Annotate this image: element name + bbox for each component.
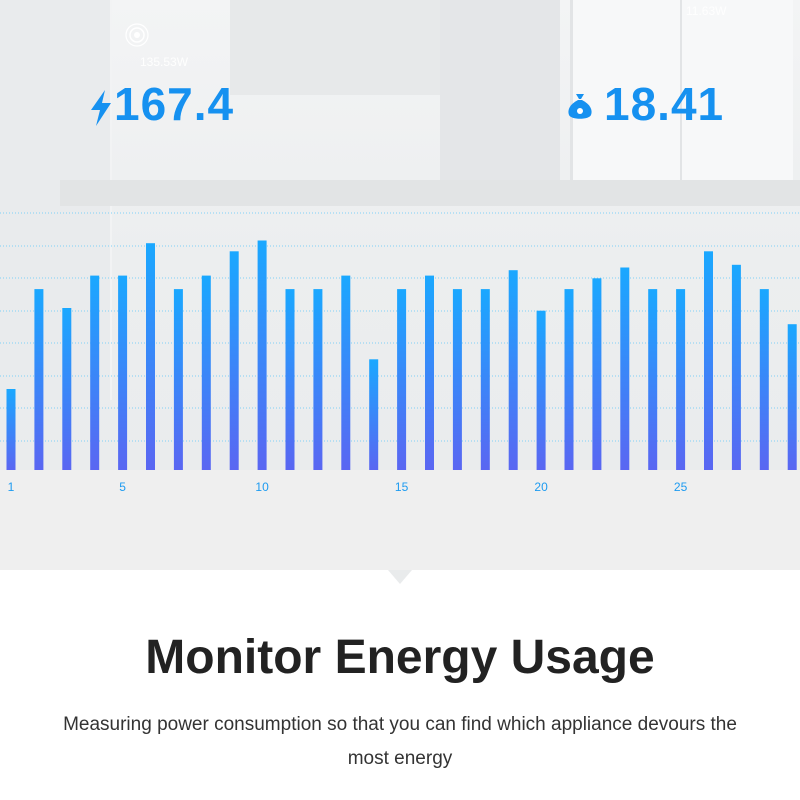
chart-bar	[229, 251, 239, 470]
chart-bar	[173, 289, 183, 470]
chart-bar	[6, 389, 16, 470]
x-tick-label: 10	[255, 480, 269, 494]
usage-bar-chart: 1 5 10 15 20 25	[0, 212, 800, 494]
chart-bar	[676, 289, 686, 470]
cost-value: 18.41	[604, 78, 725, 130]
chart-bar	[62, 308, 72, 470]
chart-bar	[397, 289, 407, 470]
x-tick-label: 15	[395, 480, 409, 494]
x-tick-label: 1	[8, 480, 15, 494]
chart-bar	[257, 240, 267, 470]
chart-bar	[704, 251, 713, 470]
chart-bar	[201, 275, 211, 470]
chart-bar	[648, 289, 658, 470]
chart-bar	[508, 270, 518, 470]
chart-bar	[90, 275, 100, 470]
lightning-bolt-icon	[91, 90, 111, 126]
chart-bar	[341, 275, 351, 470]
chart-bar	[620, 267, 630, 470]
chart-bar	[731, 264, 741, 470]
signal-icon	[125, 23, 149, 47]
x-tick-label: 25	[674, 480, 688, 494]
chart-bar	[118, 275, 128, 470]
chart-bar	[369, 359, 379, 470]
chart-bar	[592, 278, 602, 470]
chart-bar	[425, 275, 434, 470]
money-bag-icon	[568, 94, 592, 119]
chart-bar	[313, 289, 323, 470]
divider-notch	[388, 570, 412, 584]
power-value: 167.4	[114, 78, 235, 130]
chart-bar	[536, 310, 546, 470]
overlay-reading: 135.53W	[140, 55, 189, 69]
background-window-frame	[680, 0, 682, 185]
feature-title: Monitor Energy Usage	[145, 631, 655, 684]
chart-bar	[146, 243, 155, 470]
chart-bar	[759, 289, 769, 470]
background-floor	[0, 470, 800, 570]
chart-bar	[787, 324, 797, 470]
feature-description: Measuring power consumption so that you …	[63, 714, 737, 769]
background-cabinet	[440, 0, 560, 200]
chart-bar	[452, 289, 462, 470]
hero-panel: 135.53W 11.63W 167.4 18.41 1 5 10 15 20 25	[0, 0, 800, 570]
chart-bar	[285, 289, 295, 470]
chart-bar	[34, 289, 44, 470]
chart-bar	[564, 289, 574, 470]
x-tick-label: 5	[119, 480, 126, 494]
x-tick-label: 20	[534, 480, 548, 494]
chart-bar	[480, 289, 490, 470]
overlay-reading: 11.63W	[686, 4, 727, 18]
background-counter	[60, 180, 800, 206]
background-cabinet	[230, 0, 442, 95]
